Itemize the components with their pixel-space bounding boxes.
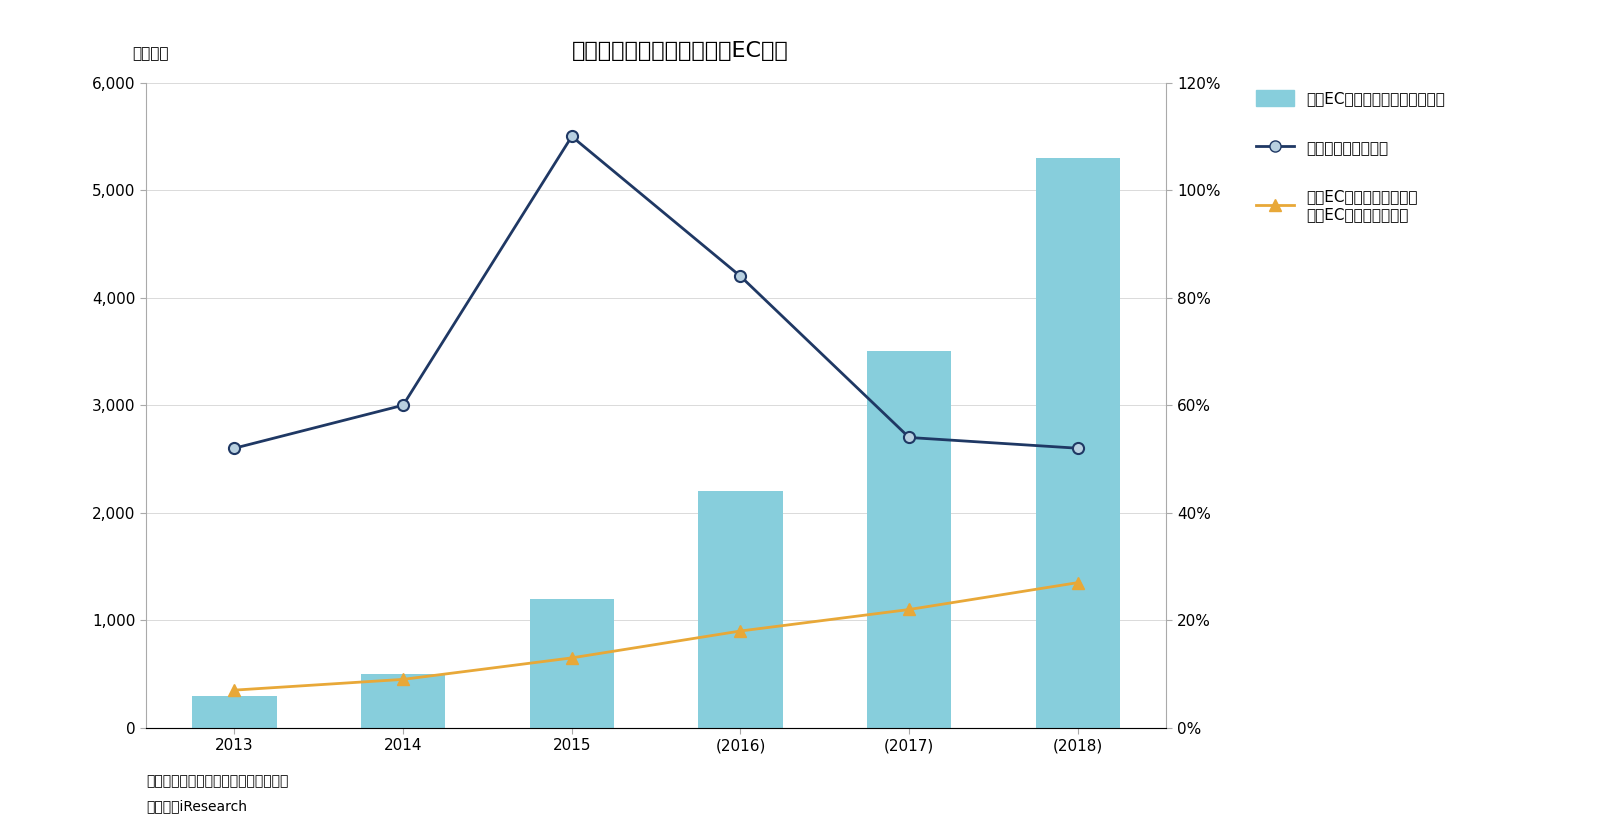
越境EC（小売輸入）額／越境EC輸入総額（％） [899, 605, 919, 614]
前年比増加率（％） [899, 433, 919, 442]
前年比増加率（％） [731, 271, 750, 281]
Bar [1035, 158, 1119, 728]
Text: （億元）: （億元） [131, 46, 168, 61]
Text: （注）括弧付きの年のデータは推計値: （注）括弧付きの年のデータは推計値 [146, 775, 288, 789]
Line: 前年比増加率（％）: 前年比増加率（％） [228, 131, 1084, 454]
前年比増加率（％） [394, 400, 413, 410]
前年比増加率（％） [225, 443, 245, 453]
越境EC（小売輸入）額／越境EC輸入総額（％） [562, 653, 582, 663]
前年比増加率（％） [1068, 443, 1087, 453]
越境EC（小売輸入）額／越境EC輸入総額（％） [225, 685, 245, 695]
Bar [193, 696, 277, 728]
Line: 越境EC（小売輸入）額／越境EC輸入総額（％）: 越境EC（小売輸入）額／越境EC輸入総額（％） [228, 577, 1084, 696]
Bar [867, 351, 951, 728]
Text: 図表６　中国における越境EC市場: 図表６ 中国における越境EC市場 [572, 41, 789, 61]
前年比増加率（％） [562, 131, 582, 141]
越境EC（小売輸入）額／越境EC輸入総額（％） [394, 675, 413, 685]
Legend: 越境EC（小売輸入）額（億元）, 前年比増加率（％）, 越境EC（小売輸入）額／
越境EC輸入総額（％）: 越境EC（小売輸入）額（億元）, 前年比増加率（％）, 越境EC（小売輸入）額／… [1256, 90, 1445, 222]
Bar [361, 674, 446, 728]
Bar [530, 599, 614, 728]
越境EC（小売輸入）額／越境EC輸入総額（％） [1068, 577, 1087, 587]
Bar [698, 491, 782, 728]
Text: （出所）iResearch: （出所）iResearch [146, 800, 246, 814]
越境EC（小売輸入）額／越境EC輸入総額（％） [731, 626, 750, 636]
